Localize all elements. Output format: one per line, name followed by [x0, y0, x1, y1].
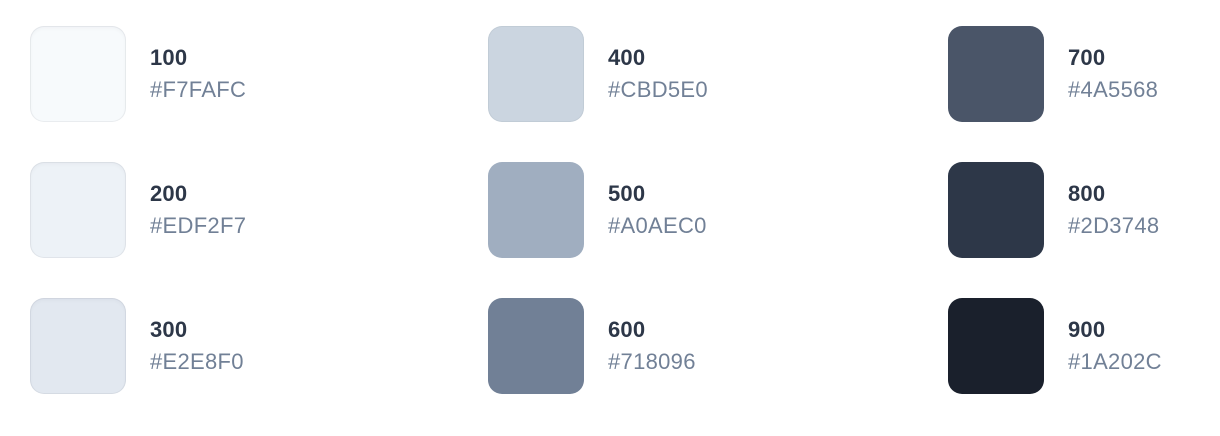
swatch-meta: 900 #1A202C — [1068, 315, 1162, 377]
swatch-meta: 300 #E2E8F0 — [150, 315, 244, 377]
shade-label: 500 — [608, 181, 646, 206]
shade-label: 300 — [150, 317, 188, 342]
shade-label: 800 — [1068, 181, 1106, 206]
hex-code: #1A202C — [1068, 349, 1162, 374]
swatch-100: 100 #F7FAFC — [30, 26, 488, 122]
color-chip — [948, 162, 1044, 258]
swatch-meta: 200 #EDF2F7 — [150, 179, 246, 241]
swatch-meta: 700 #4A5568 — [1068, 43, 1158, 105]
shade-label: 400 — [608, 45, 646, 70]
color-chip — [488, 162, 584, 258]
hex-code: #4A5568 — [1068, 77, 1159, 102]
hex-code: #A0AEC0 — [608, 213, 707, 238]
swatch-meta: 500 #A0AEC0 — [608, 179, 707, 241]
shade-label: 200 — [150, 181, 188, 206]
swatch-900: 900 #1A202C — [948, 298, 1220, 394]
swatch-300: 300 #E2E8F0 — [30, 298, 488, 394]
hex-code: #F7FAFC — [150, 77, 247, 102]
swatch-500: 500 #A0AEC0 — [488, 162, 948, 258]
color-chip — [30, 298, 126, 394]
hex-code: #CBD5E0 — [608, 77, 708, 102]
swatch-meta: 100 #F7FAFC — [150, 43, 246, 105]
swatch-meta: 400 #CBD5E0 — [608, 43, 708, 105]
swatch-600: 600 #718096 — [488, 298, 948, 394]
color-chip — [488, 298, 584, 394]
color-chip — [488, 26, 584, 122]
swatch-800: 800 #2D3748 — [948, 162, 1220, 258]
shade-label: 900 — [1068, 317, 1106, 342]
color-chip — [30, 26, 126, 122]
shade-label: 600 — [608, 317, 646, 342]
color-chip — [30, 162, 126, 258]
swatch-200: 200 #EDF2F7 — [30, 162, 488, 258]
swatch-meta: 800 #2D3748 — [1068, 179, 1159, 241]
swatch-700: 700 #4A5568 — [948, 26, 1220, 122]
hex-code: #2D3748 — [1068, 213, 1160, 238]
swatch-400: 400 #CBD5E0 — [488, 26, 948, 122]
color-chip — [948, 298, 1044, 394]
hex-code: #E2E8F0 — [150, 349, 244, 374]
hex-code: #718096 — [608, 349, 696, 374]
hex-code: #EDF2F7 — [150, 213, 247, 238]
shade-label: 700 — [1068, 45, 1106, 70]
color-chip — [948, 26, 1044, 122]
color-palette-grid: 100 #F7FAFC 200 #EDF2F7 300 #E2E8F0 400 … — [30, 26, 1220, 394]
shade-label: 100 — [150, 45, 188, 70]
swatch-meta: 600 #718096 — [608, 315, 696, 377]
